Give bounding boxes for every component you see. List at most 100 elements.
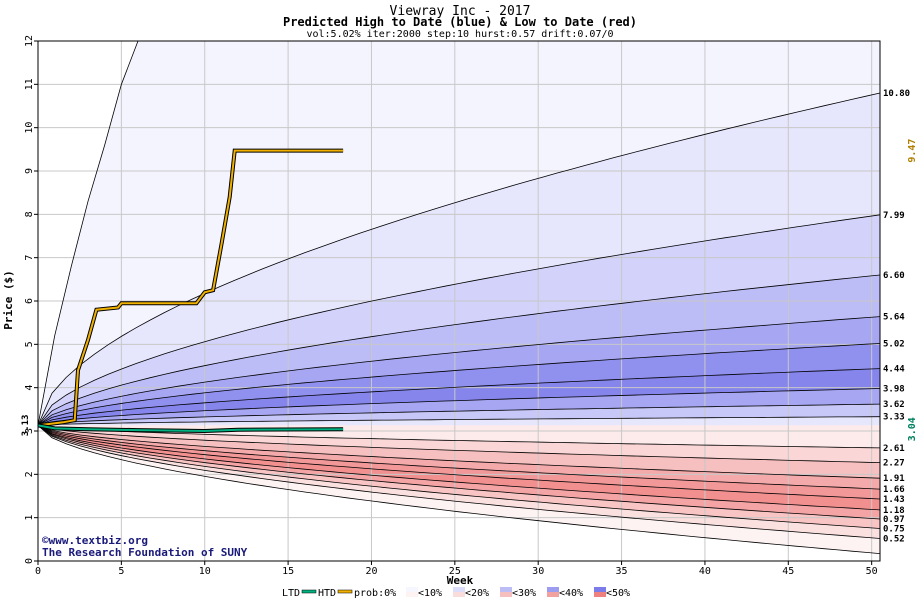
curve-low-0.97: [37, 425, 881, 520]
curve-low-1.66: [37, 425, 881, 490]
y-tick-label-8: 8: [24, 211, 35, 217]
end-label-10.80: 10.80: [883, 89, 910, 99]
end-label-1.91: 1.91: [883, 474, 905, 484]
x-tick-label-45: 45: [782, 566, 794, 577]
legend-swatch-red-0: [406, 592, 418, 597]
legend-swatch-blue-2: [500, 587, 512, 592]
y-tick-label-4: 4: [24, 385, 35, 391]
chart-title: Viewray Inc - 2017: [390, 4, 531, 19]
curve-high-6.60: [37, 274, 881, 426]
legend-swatch-blue-1: [453, 587, 465, 592]
x-tick-label-40: 40: [699, 566, 711, 577]
y-tick-label-2: 2: [24, 471, 35, 477]
percentile-curves: [37, 40, 881, 554]
legend-swatch-red-4: [594, 592, 606, 597]
y-tick-label-1: 1: [24, 515, 35, 521]
x-tick-label-15: 15: [282, 566, 294, 577]
series-LTD: [37, 424, 344, 433]
series-end-label-HTD: 9.47: [907, 139, 918, 163]
y-tick-label-11: 11: [24, 78, 35, 90]
y-tick-label-7: 7: [24, 255, 35, 261]
legend-item-3: <40%: [559, 588, 583, 599]
curve-high-10.80: [37, 92, 881, 426]
end-label-6.60: 6.60: [883, 271, 905, 281]
curve-high-3.33: [37, 416, 881, 426]
end-label-1.18: 1.18: [883, 506, 905, 516]
curve-high-4.44: [37, 368, 881, 426]
legend-item-2: <30%: [512, 588, 536, 599]
end-label-0.97: 0.97: [883, 515, 905, 525]
band-low-0.75: [38, 425, 880, 529]
series-HTD: [37, 149, 344, 427]
curve-high-3.62: [37, 403, 881, 426]
end-label-2.61: 2.61: [883, 444, 905, 454]
series-lines: [37, 148, 344, 434]
legend-swatch-blue-3: [547, 587, 559, 592]
curve-low-2.61: [37, 425, 881, 449]
credit-org: The Research Foundation of SUNY: [42, 546, 248, 559]
chart-subtitle: Predicted High to Date (blue) & Low to D…: [283, 15, 637, 29]
end-label-3.62: 3.62: [883, 400, 905, 410]
band-low-0.97: [38, 425, 880, 519]
legend-swatch-red-2: [500, 592, 512, 597]
y-tick-label-12: 12: [24, 35, 35, 47]
legend-ltd-label: LTD: [282, 588, 300, 599]
band-high-4.44: [38, 368, 880, 426]
legend-htd-swatch: [337, 589, 353, 594]
x-axis-label: Week: [447, 574, 474, 587]
band-high-6.60: [38, 275, 880, 426]
curve-high-7.99: [37, 214, 881, 426]
y-tick-label-10: 10: [24, 122, 35, 134]
curve-low-2.27: [37, 425, 881, 463]
band-low-1.91: [38, 425, 880, 479]
credit-url: ©www.textbiz.org: [42, 534, 148, 547]
band-high-3.33: [38, 416, 880, 426]
curve-low-0.75: [37, 425, 881, 529]
end-label-0.52: 0.52: [883, 534, 905, 544]
legend-htd-label: HTD: [318, 588, 336, 599]
band-high-5.64: [38, 316, 880, 426]
end-label-7.99: 7.99: [883, 211, 905, 221]
y-tick-label-0: 0: [24, 558, 35, 564]
y-tick-label-3: 3: [24, 428, 35, 434]
y-axis-label: Price ($): [2, 270, 15, 330]
y-tick-label-6: 6: [24, 298, 35, 304]
legend-ltd-swatch: [301, 589, 317, 594]
x-tick-label-5: 5: [118, 566, 124, 577]
band-high-3.62: [38, 404, 880, 426]
end-label-3.98: 3.98: [883, 385, 905, 395]
chart-params: vol:5.02% iter:2000 step:10 hurst:0.57 d…: [306, 29, 613, 40]
curve-low-1.18: [37, 425, 881, 511]
y-tick-label-9: 9: [24, 168, 35, 174]
band-low-1.18: [38, 425, 880, 510]
x-tick-label-25: 25: [449, 566, 461, 577]
end-label-0.75: 0.75: [883, 525, 905, 535]
band-low-0.52: [38, 425, 880, 539]
curve-extreme-high: [37, 40, 139, 426]
band-low-1.66: [38, 425, 880, 490]
curve-low-1.43: [37, 425, 881, 500]
y-tick-label-5: 5: [24, 341, 35, 347]
end-label-1.66: 1.66: [883, 485, 905, 495]
curve-low-0.52: [37, 425, 881, 539]
band-high-3.98: [38, 388, 880, 426]
curve-high-3.98: [37, 388, 881, 426]
start-price-label: 3.13: [21, 415, 31, 437]
end-label-4.44: 4.44: [883, 365, 905, 375]
legend-swatch-blue-4: [594, 587, 606, 592]
band-high-10.80: [38, 93, 880, 426]
end-label-2.27: 2.27: [883, 459, 905, 469]
legend-prob-label: prob:0%: [354, 588, 396, 599]
legend-item-4: <50%: [606, 588, 630, 599]
legend-item-0: <10%: [418, 588, 442, 599]
curve-high-5.02: [37, 343, 881, 426]
legend-swatch-red-1: [453, 592, 465, 597]
end-label-5.64: 5.64: [883, 313, 905, 323]
curve-low-1.91: [37, 425, 881, 479]
band-low-1.43: [38, 425, 880, 499]
x-tick-label-10: 10: [199, 566, 211, 577]
x-tick-label-30: 30: [532, 566, 544, 577]
x-tick-label-0: 0: [35, 566, 41, 577]
